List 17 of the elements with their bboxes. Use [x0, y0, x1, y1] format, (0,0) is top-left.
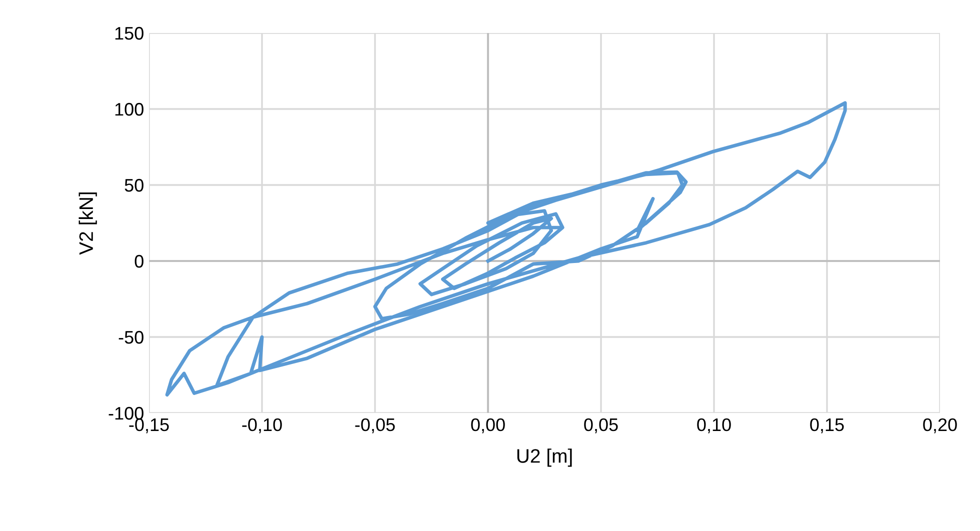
- line-series: [165, 101, 847, 396]
- x-tick-label: 0,05: [584, 418, 618, 434]
- y-tick-label: 100: [115, 102, 144, 116]
- x-tick-label: -0,15: [129, 418, 169, 434]
- y-tick-label: -50: [118, 330, 144, 344]
- y-tick-label: -100: [108, 406, 144, 420]
- x-tick-label: 0,00: [471, 418, 505, 434]
- x-axis-title: U2 [m]: [517, 448, 572, 467]
- y-tick-label: 50: [124, 178, 144, 192]
- x-tick-label: 0,10: [697, 418, 731, 434]
- x-tick-label: 0,20: [923, 418, 957, 434]
- y-tick-label: 150: [115, 26, 144, 40]
- x-tick-label: -0,05: [355, 418, 395, 434]
- y-axis-title: V2 [kN]: [78, 192, 97, 255]
- y-tick-label: 0: [134, 254, 144, 268]
- x-tick-label: -0,10: [242, 418, 282, 434]
- x-tick-label: 0,15: [810, 418, 844, 434]
